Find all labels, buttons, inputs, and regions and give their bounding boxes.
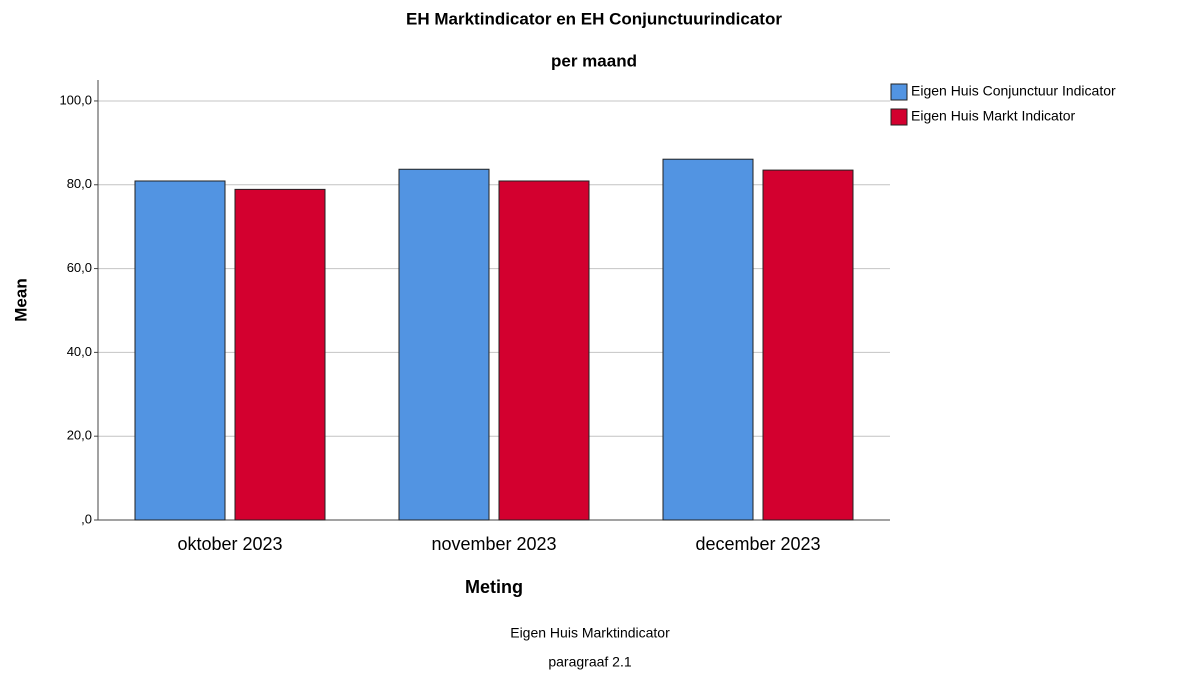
x-tick-label: november 2023 [431,534,556,554]
chart-title: EH Marktindicator en EH Conjunctuurindic… [406,9,782,28]
legend-label: Eigen Huis Markt Indicator [911,108,1076,124]
y-tick-label: ,0 [81,511,92,526]
bar [134,180,226,521]
y-tick-label: 100,0 [59,92,92,107]
bar [498,180,590,521]
y-tick-label: 60,0 [67,260,92,275]
chart-subtitle: per maand [551,51,637,70]
legend-swatch [890,108,908,126]
legend-swatch [890,83,908,101]
footnote: paragraaf 2.1 [548,654,631,670]
x-axis-label: Meting [465,577,523,597]
x-tick-label: oktober 2023 [177,534,282,554]
footnote: Eigen Huis Marktindicator [510,625,670,641]
bar [762,169,854,521]
y-axis-label: Mean [11,278,30,321]
bar [234,188,326,521]
bar [662,158,754,521]
y-tick-label: 20,0 [67,428,92,443]
y-tick-label: 40,0 [67,344,92,359]
bar [398,168,490,521]
y-tick-label: 80,0 [67,176,92,191]
x-tick-label: december 2023 [695,534,820,554]
legend-label: Eigen Huis Conjunctuur Indicator [911,83,1116,99]
